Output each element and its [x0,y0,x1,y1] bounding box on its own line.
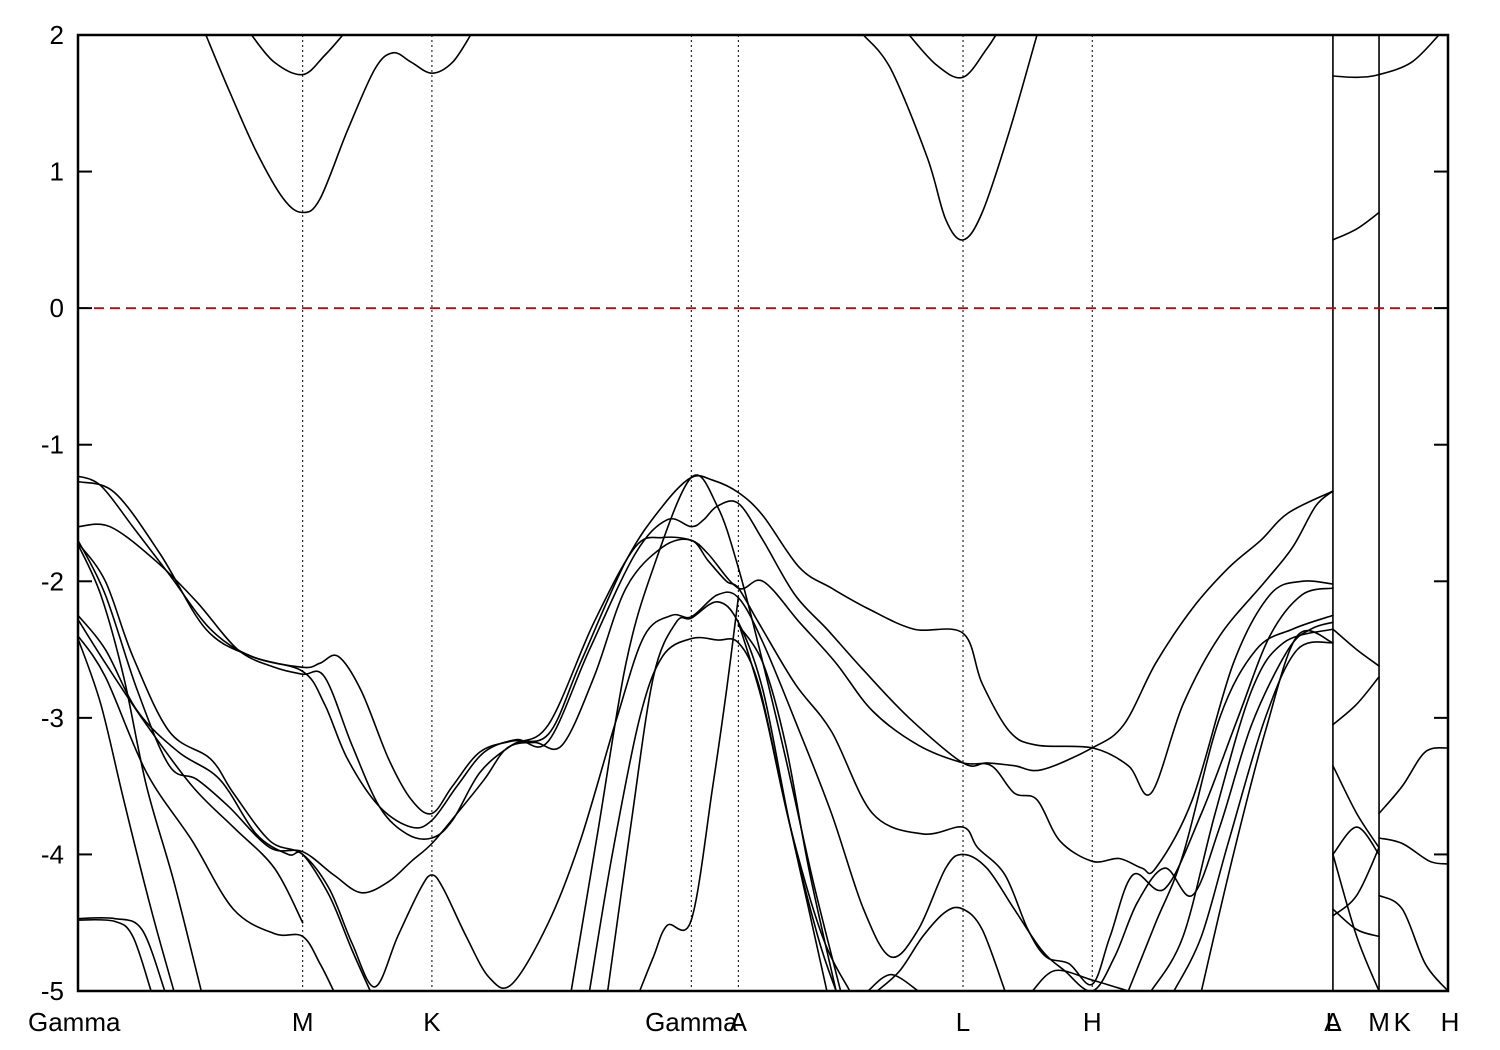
ytick-label-1: 1 [50,157,64,187]
kpath-separators [302,35,1380,991]
kpoint-label-2: K [423,1007,441,1037]
ytick-label-3: -1 [41,430,64,460]
ytick-label-2: 0 [50,293,64,323]
valence-band-8 [78,523,1334,875]
kpoint-label-1: M [292,1007,314,1037]
kpoint-label-6: H [1083,1007,1102,1037]
valence-band-6 [78,474,1334,815]
kpoint-label-8: L [1326,1007,1340,1037]
kpoint-label-10: K [1394,1007,1412,1037]
ytick-label-6: -4 [41,839,64,869]
ytick-label-4: -2 [41,566,64,596]
kpoint-label-3: Gamma [645,1007,738,1037]
valence-band-18 [638,596,740,991]
valence-band-34 [1332,826,1380,856]
valence-band-22 [737,624,837,991]
kpoint-label-9: M [1368,1007,1390,1037]
valence-band-40 [1378,894,1448,991]
valence-band-29 [1173,641,1334,991]
valence-band-37 [1332,853,1380,991]
valence-band-32 [1332,676,1380,726]
valence-band-30 [1200,629,1334,991]
valence-band-17 [78,918,152,991]
valence-band-33 [1332,764,1380,849]
ytick-label-0: 2 [50,20,64,50]
ytick-label-7: -5 [41,976,64,1006]
valence-band-20 [606,601,837,991]
valence-band-21 [570,474,842,991]
valence-band-9 [78,538,1334,986]
conduction-band-3 [908,35,997,79]
valence-band-25 [867,973,920,991]
conduction-band-2 [862,35,1038,241]
y-axis-tick-labels: 2 1 0 -1 -2 -3 -4 -5 [41,20,64,1006]
kpoint-label-5: L [956,1007,970,1037]
valence-band-27 [1127,614,1334,991]
valence-band-35 [1332,846,1380,917]
valence-band-26 [1031,969,1130,991]
ytick-label-5: -3 [41,703,64,733]
valence-band-15 [78,543,203,991]
kpoint-label-4: A [730,1007,748,1037]
valence-band-13 [78,635,335,991]
y-axis-ticks [78,34,1448,992]
plot-frame [76,33,1450,993]
band-lines [78,35,1448,991]
kpoint-label-11: H [1441,1007,1460,1037]
valence-band-38 [1378,747,1448,815]
valence-band-16 [78,917,166,991]
conduction-band-1 [250,35,344,76]
valence-band-36 [1332,908,1380,938]
valence-band-11 [78,614,372,991]
conduction-band-4 [1332,211,1380,241]
conduction-band-0 [205,35,472,214]
valence-band-24 [876,906,1006,991]
valence-band-10 [78,542,1334,991]
valence-band-31 [1332,628,1380,667]
valence-band-7 [78,480,1334,829]
conduction-band-5 [1332,35,1440,79]
valence-band-14 [78,637,175,991]
valence-band-28 [1150,628,1334,991]
valence-band-12 [78,618,304,924]
valence-band-39 [1378,837,1448,865]
kpoint-label-0: Gamma [28,1007,121,1037]
valence-band-23 [737,621,851,991]
kpoint-label-7: A [1324,1007,1342,1037]
